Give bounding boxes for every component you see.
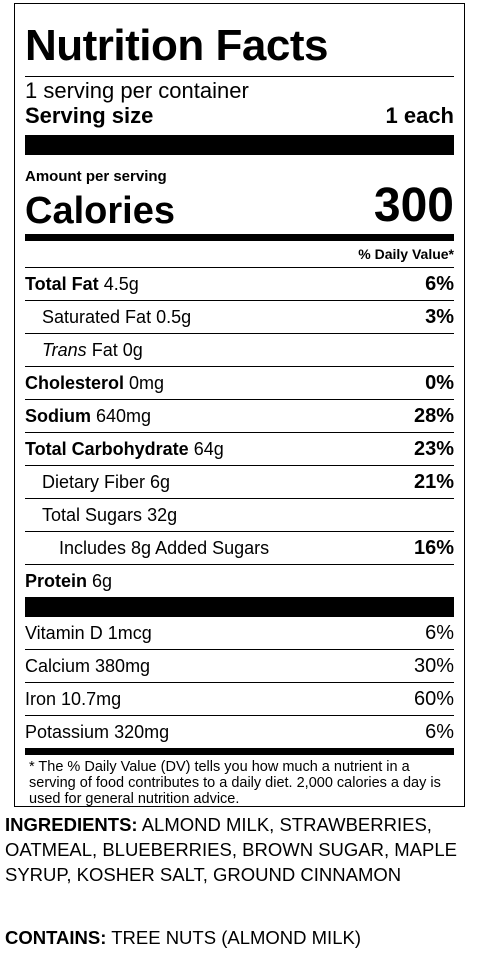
nutrient-name: Total Fat: [25, 273, 99, 294]
nutrient-row-added-sugars: Includes 8g Added Sugars 16%: [25, 532, 454, 565]
nutrient-name: Protein: [25, 570, 88, 591]
nutrient-name: Dietary Fiber: [42, 471, 146, 492]
nutrient-amount: 64g: [193, 438, 224, 459]
nutrient-name: Total Carbohydrate: [25, 438, 189, 459]
calories-label: Calories: [25, 190, 175, 232]
vitamin-dv: 30%: [413, 654, 454, 677]
vitamin-dv: 6%: [425, 621, 454, 644]
nutrient-name-italic: Trans: [42, 339, 87, 360]
label-title: Nutrition Facts: [25, 21, 328, 70]
daily-value-footnote: * The % Daily Value (DV) tells you how m…: [29, 759, 441, 807]
nutrient-name: Total Sugars: [42, 504, 143, 525]
nutrient-amount: 32g: [147, 504, 178, 525]
ingredients-text: ALMOND MILK, STRAWBERRIES, OATMEAL, BLUE…: [5, 814, 457, 885]
serving-size-value: 1 each: [385, 103, 455, 128]
nutrient-dv: 0%: [425, 371, 454, 394]
vitamin-name: Vitamin D: [25, 622, 103, 643]
vitamin-row-vitamin-d: Vitamin D 1mcg 6%: [25, 617, 454, 650]
medium-divider: [25, 748, 454, 755]
vitamin-amount: 380mg: [95, 655, 151, 676]
nutrient-amount: 6g: [150, 471, 171, 492]
nutrient-name: Cholesterol: [25, 372, 125, 393]
calories-row: Calories 300: [25, 179, 454, 232]
contains-block: CONTAINS: TREE NUTS (ALMOND MILK): [5, 925, 475, 950]
nutrient-name: Includes 8g Added Sugars: [59, 537, 270, 558]
servings-per-container: 1 serving per container: [25, 78, 249, 103]
nutrient-dv: 23%: [413, 437, 454, 460]
vitamin-amount: 10.7mg: [61, 688, 122, 709]
calories-value: 300: [373, 179, 454, 232]
amount-per-serving: Amount per serving: [25, 168, 167, 185]
nutrient-amount: 0mg: [129, 372, 165, 393]
serving-size-label: Serving size: [25, 103, 154, 128]
nutrient-row-trans-fat: Trans Fat 0g: [25, 334, 454, 367]
thick-divider: [25, 135, 454, 155]
daily-value-header: % Daily Value*: [25, 241, 454, 268]
nutrient-name: Saturated Fat: [42, 306, 152, 327]
nutrient-row-total-sugars: Total Sugars 32g: [25, 499, 454, 532]
nutrient-row-total-fat: Total Fat 4.5g 6%: [25, 268, 454, 301]
thick-divider: [25, 597, 454, 617]
nutrient-dv: 16%: [413, 536, 454, 559]
nutrient-row-total-carbohydrate: Total Carbohydrate 64g 23%: [25, 433, 454, 466]
vitamin-dv: 6%: [425, 720, 454, 743]
vitamin-amount: 320mg: [114, 721, 170, 742]
ingredients-heading: INGREDIENTS:: [5, 814, 138, 835]
vitamin-name: Potassium: [25, 721, 110, 742]
nutrition-facts-label: Nutrition Facts 1 serving per container …: [14, 3, 465, 807]
nutrient-row-cholesterol: Cholesterol 0mg 0%: [25, 367, 454, 400]
contains-heading: CONTAINS:: [5, 927, 107, 948]
serving-size-row: Serving size 1 each: [25, 105, 454, 127]
nutrient-dv: 28%: [413, 404, 454, 427]
vitamin-amount: 1mcg: [107, 622, 152, 643]
nutrient-dv: 3%: [425, 305, 454, 328]
divider: [25, 76, 454, 77]
nutrient-name: Fat: [91, 339, 118, 360]
nutrient-row-sodium: Sodium 640mg 28%: [25, 400, 454, 433]
vitamin-row-potassium: Potassium 320mg 6%: [25, 716, 454, 748]
nutrient-amount: 0g: [122, 339, 143, 360]
nutrient-dv: 6%: [425, 272, 454, 295]
nutrient-amount: 640mg: [96, 405, 152, 426]
nutrient-name: Sodium: [25, 405, 91, 426]
nutrient-dv: 21%: [413, 470, 454, 493]
ingredients-block: INGREDIENTS: ALMOND MILK, STRAWBERRIES, …: [5, 812, 475, 887]
vitamin-row-calcium: Calcium 380mg 30%: [25, 650, 454, 683]
nutrient-amount: 6g: [92, 570, 113, 591]
contains-text: TREE NUTS (ALMOND MILK): [111, 927, 361, 948]
vitamin-name: Calcium: [25, 655, 91, 676]
medium-divider: [25, 234, 454, 241]
vitamin-dv: 60%: [413, 687, 454, 710]
vitamin-row-iron: Iron 10.7mg 60%: [25, 683, 454, 716]
nutrient-row-saturated-fat: Saturated Fat 0.5g 3%: [25, 301, 454, 334]
nutrient-amount: 0.5g: [156, 306, 192, 327]
nutrient-row-dietary-fiber: Dietary Fiber 6g 21%: [25, 466, 454, 499]
vitamin-name: Iron: [25, 688, 57, 709]
nutrient-row-protein: Protein 6g: [25, 565, 454, 597]
nutrient-amount: 4.5g: [103, 273, 139, 294]
